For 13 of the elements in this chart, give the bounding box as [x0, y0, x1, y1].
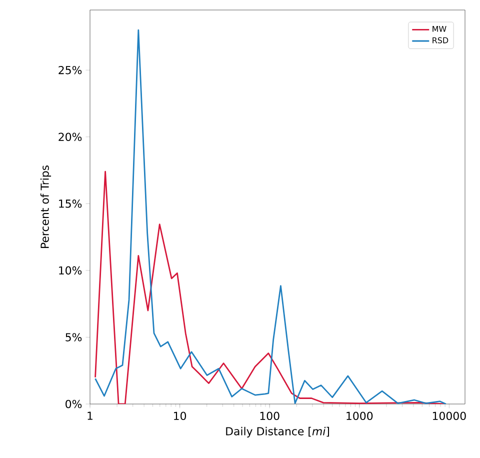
x-tick-label: 10000 [432, 412, 466, 420]
y-axis-title: Percent of Trips [40, 165, 52, 248]
x-axis-title: Daily Distance [mi] [226, 426, 329, 438]
y-tick-label: 10% [59, 266, 82, 275]
x-tick-label: 10 [174, 412, 186, 420]
x-tick-label: 1000 [346, 412, 373, 420]
y-tick-label: 15% [59, 200, 82, 208]
y-tick-label: 0% [66, 400, 82, 408]
y-tick-label: 20% [58, 132, 82, 142]
y-tick-label: 5% [66, 333, 82, 342]
y-tick-label: 25% [58, 66, 82, 74]
x-tick-label: 1 [88, 412, 92, 420]
x-tick-label: 100 [260, 412, 280, 420]
